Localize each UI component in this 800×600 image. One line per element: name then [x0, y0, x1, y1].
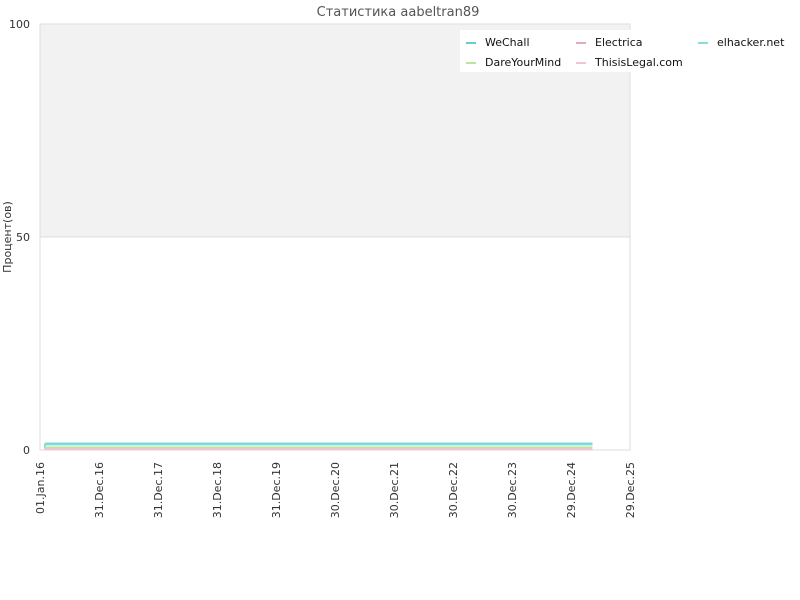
legend-label: DareYourMind	[485, 56, 561, 69]
x-tick-label: 31.Dec.16	[93, 462, 106, 518]
x-tick-label: 31.Dec.17	[152, 462, 165, 518]
legend-label: Electrica	[595, 36, 643, 49]
legend-label: ThisisLegal.com	[594, 56, 683, 69]
x-axis-ticks: 01.Jan.16 31.Dec.16 31.Dec.17 31.Dec.18 31.D…	[34, 462, 637, 518]
x-tick-label: 01.Jan.16	[34, 462, 47, 514]
x-tick-label: 30.Dec.23	[506, 462, 519, 518]
x-tick-label: 31.Dec.19	[270, 462, 283, 518]
x-tick-label: 30.Dec.22	[447, 462, 460, 518]
y-tick-label: 100	[9, 18, 30, 31]
x-tick-label: 31.Dec.18	[211, 462, 224, 518]
x-tick-label: 30.Dec.20	[329, 462, 342, 518]
legend-label: elhacker.net	[717, 36, 785, 49]
x-tick-label: 30.Dec.21	[388, 462, 401, 518]
x-tick-label: 29.Dec.24	[565, 462, 578, 518]
x-tick-label: 29.Dec.25	[624, 462, 637, 518]
legend: WeChall Electrica elhacker.net DareYourMind…	[460, 30, 800, 72]
y-tick-label: 0	[23, 444, 30, 457]
y-axis-ticks: 0 50 100	[9, 18, 30, 457]
series-layer	[44, 442, 593, 451]
legend-background	[460, 30, 800, 72]
y-axis-label: Процент(ов)	[1, 201, 14, 273]
chart-title: Статистика aabeltran89	[317, 5, 480, 20]
legend-label: WeChall	[485, 36, 530, 49]
y-tick-label: 50	[16, 231, 30, 244]
